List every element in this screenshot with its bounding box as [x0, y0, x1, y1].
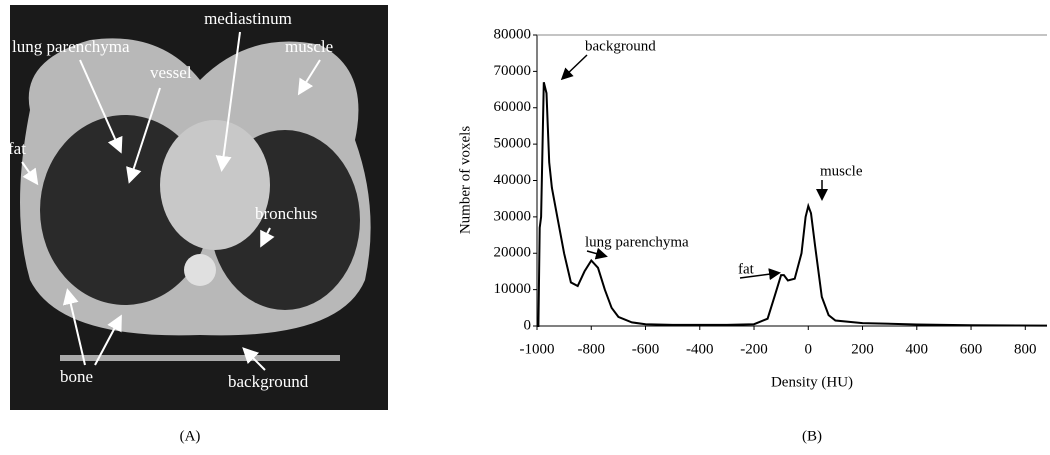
y-tick-label: 70000	[494, 63, 532, 79]
y-tick-label: 30000	[494, 208, 532, 224]
y-tick-label: 60000	[494, 99, 532, 115]
y-tick-label: 20000	[494, 245, 532, 261]
annotation: background	[585, 38, 656, 54]
annotation: lung parenchyma	[585, 234, 689, 250]
x-tick-label: -200	[740, 341, 768, 357]
x-tick-label: 200	[851, 341, 874, 357]
x-tick-label: 600	[960, 341, 983, 357]
annotation-arrow	[586, 247, 608, 260]
ct-image: mediastinum lung parenchyma muscle vesse…	[8, 5, 388, 410]
ct-label: bronchus	[255, 204, 317, 223]
x-tick-label: -800	[578, 341, 606, 357]
x-tick-label: -1000	[520, 341, 555, 357]
x-axis-label: Density (HU)	[771, 374, 853, 390]
x-tick-label: 400	[906, 341, 929, 357]
ct-label: fat	[8, 139, 26, 158]
ct-label: muscle	[285, 37, 333, 56]
ct-label: background	[228, 372, 309, 391]
x-tick-label: 800	[1014, 341, 1037, 357]
panel-caption: (B)	[802, 428, 822, 444]
panel-caption: (A)	[180, 428, 201, 444]
y-tick-label: 40000	[494, 172, 532, 188]
annotation-arrow	[560, 54, 588, 81]
ct-label: mediastinum	[204, 9, 292, 28]
ct-label: bone	[60, 367, 93, 386]
y-axis-label: Number of voxels	[457, 126, 473, 234]
y-tick-label: 0	[524, 317, 532, 333]
ct-label: lung parenchyma	[12, 37, 130, 56]
annotation: muscle	[820, 163, 863, 179]
ct-label: vessel	[150, 63, 192, 82]
x-tick-label: -600	[632, 341, 660, 357]
y-tick-label: 50000	[494, 136, 532, 152]
annotation: fat	[738, 261, 755, 277]
x-tick-label: -400	[686, 341, 714, 357]
histogram-line	[537, 82, 1048, 327]
y-tick-label: 10000	[494, 281, 532, 297]
y-tick-label: 80000	[494, 26, 532, 42]
x-tick-label: 0	[805, 341, 813, 357]
annotation-arrow	[739, 268, 781, 281]
